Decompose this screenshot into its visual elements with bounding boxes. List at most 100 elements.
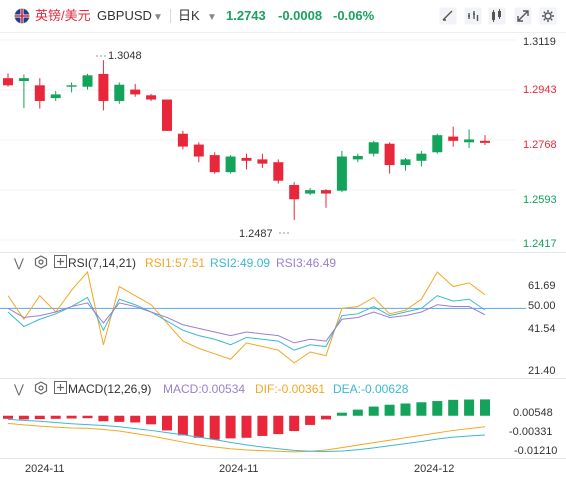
time-axis-label: 2024-11 <box>219 463 259 475</box>
candle-body <box>368 142 379 154</box>
symbol-dropdown-icon[interactable]: ▼ <box>153 12 163 23</box>
symbol-cn-label[interactable]: 英镑/美元 <box>35 8 91 23</box>
rsi-tick-label: 21.40 <box>528 365 556 377</box>
macd-histogram-bar <box>3 415 13 419</box>
eye-icon[interactable] <box>34 255 48 272</box>
candle-body <box>289 185 300 200</box>
macd-histogram-bar <box>273 415 284 435</box>
dea-line <box>7 418 486 453</box>
time-axis-label: 2024-12 <box>414 463 454 475</box>
compare-icon[interactable] <box>514 7 532 25</box>
macd-histogram-bar <box>336 412 347 416</box>
candle-body <box>146 95 157 100</box>
candle-body <box>400 159 411 166</box>
low-annotation: 1.2487 <box>239 228 273 240</box>
macd-plot[interactable]: 0.00548 -0.00331 -0.01210 <box>0 378 566 458</box>
time-axis-label: 2024-11 <box>25 463 65 475</box>
price-chart[interactable]: 1.3119 1.2943 1.2768 1.2593 1.2417 1.304… <box>0 32 566 252</box>
candle-body <box>98 73 109 101</box>
macd-tick-label: -0.01210 <box>514 445 557 457</box>
rsi2-value: RSI2:49.09 <box>210 256 271 270</box>
macd-histogram-bar <box>384 404 395 416</box>
high-annotation: 1.3048 <box>108 50 142 62</box>
price-change-pct: -0.06% <box>333 8 375 23</box>
candle-body <box>82 75 93 87</box>
macd-histogram-bar <box>448 399 459 416</box>
candle-body <box>321 190 331 194</box>
collapse-icon[interactable]: ⋁ <box>14 256 24 270</box>
macd-value: MACD:0.00534 <box>163 382 246 396</box>
dea-value: DEA:-0.00628 <box>333 382 409 396</box>
candle-body <box>432 135 443 153</box>
chart-type-icon[interactable] <box>488 7 506 25</box>
candle-body <box>384 143 395 166</box>
candle-body <box>225 156 236 173</box>
macd-histogram-bar <box>480 399 490 416</box>
rsi-header: ⋁ RSI(7,14,21) RSI1:57.51 RSI2:49.09 RSI… <box>0 252 566 274</box>
candle-body <box>34 85 45 101</box>
rsi-plot[interactable]: 61.69 50.00 41.54 21.40 <box>0 252 566 378</box>
add-indicator-icon[interactable] <box>54 255 67 271</box>
macd-histogram-bar <box>241 415 252 438</box>
candle-body <box>241 157 252 161</box>
settings-icon[interactable] <box>539 7 557 25</box>
candle-body <box>162 99 172 131</box>
add-indicator-icon[interactable] <box>54 381 67 397</box>
price-tick-label: 1.2943 <box>523 84 557 96</box>
macd-panel: 0.00548 -0.00331 -0.01210 ⋁ MACD(12,26,9… <box>0 378 566 458</box>
rsi3-line <box>7 302 486 344</box>
candle-body <box>257 159 268 164</box>
macd-histogram-bar <box>305 415 316 425</box>
macd-histogram-bar <box>368 406 379 416</box>
candle-body <box>273 162 284 181</box>
dif-line <box>7 422 486 453</box>
time-axis: 2024-11 2024-11 2024-12 <box>0 458 566 475</box>
rsi-tick-label: 41.54 <box>528 323 556 335</box>
symbol-label[interactable]: GBPUSD <box>97 8 152 23</box>
macd-histogram-bar <box>130 415 141 423</box>
macd-histogram-bar <box>209 415 220 440</box>
macd-histogram-bar <box>177 415 188 436</box>
macd-histogram-bar <box>321 415 331 420</box>
collapse-icon[interactable]: ⋁ <box>14 382 24 396</box>
macd-histogram-bar <box>416 402 427 416</box>
last-price: 1.2743 <box>226 8 266 23</box>
macd-histogram-bar <box>98 415 109 422</box>
macd-histogram-bar <box>114 415 125 422</box>
macd-histogram-bar <box>34 415 45 420</box>
candle-body <box>464 139 475 143</box>
candle-body <box>3 78 13 86</box>
rsi3-value: RSI3:46.49 <box>276 256 337 270</box>
macd-histogram-bar <box>400 403 411 416</box>
indicator-icon[interactable] <box>464 7 482 25</box>
price-tick-label: 1.2593 <box>523 194 557 206</box>
timeframe-dropdown-icon[interactable]: ▼ <box>207 12 217 23</box>
candle-body <box>209 155 220 173</box>
candle-body <box>416 153 427 161</box>
macd-histogram-bar <box>193 415 204 438</box>
rsi-tick-label: 50.00 <box>528 300 556 312</box>
rsi-title: RSI(7,14,21) <box>68 256 137 270</box>
macd-header: ⋁ MACD(12,26,9) MACD:0.00534 DIF:-0.0036… <box>0 378 566 400</box>
toolbar-separator <box>170 9 171 23</box>
candle-body <box>448 136 459 141</box>
candle-body <box>130 89 141 95</box>
rsi1-line <box>7 270 486 364</box>
candle-body <box>177 133 188 147</box>
macd-histogram-bar <box>225 415 236 439</box>
timeframe-label[interactable]: 日K <box>178 8 200 23</box>
candle-body <box>114 84 125 101</box>
drawing-tool-icon[interactable] <box>439 7 457 25</box>
macd-tick-label: 0.00548 <box>513 407 553 419</box>
rsi1-value: RSI1:57.51 <box>145 256 206 270</box>
candle-body <box>305 190 316 194</box>
macd-histogram-bar <box>464 399 475 416</box>
macd-histogram-bar <box>162 415 172 431</box>
macd-histogram-bar <box>66 415 77 419</box>
macd-histogram-bar <box>82 415 93 419</box>
uk-flag-icon <box>14 8 30 29</box>
rsi2-line <box>7 295 486 351</box>
candle-body <box>50 94 61 99</box>
eye-icon[interactable] <box>34 381 48 398</box>
candle-body <box>193 144 204 157</box>
